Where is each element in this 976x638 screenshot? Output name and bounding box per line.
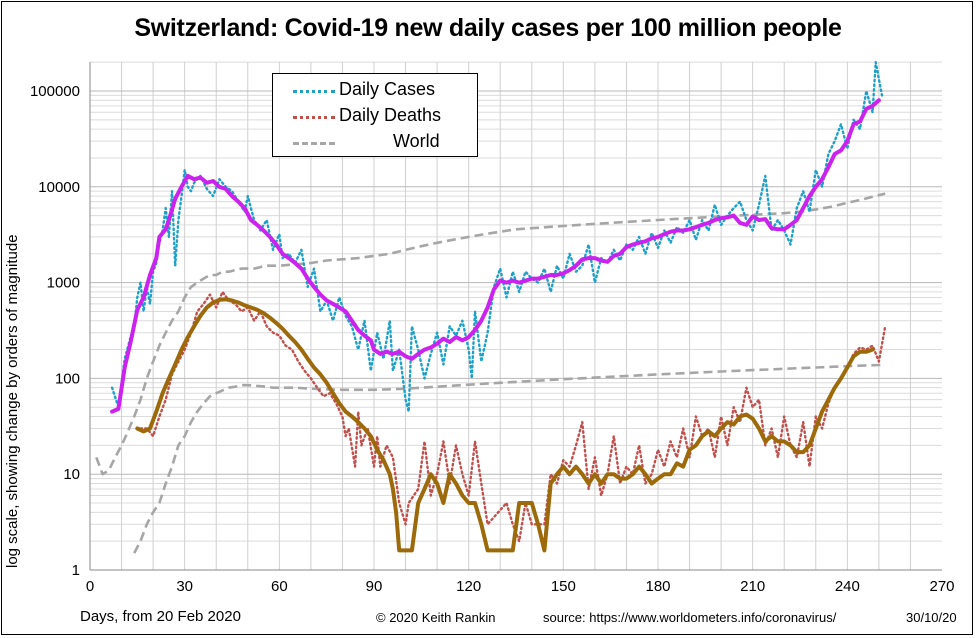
legend-swatch-world	[293, 142, 335, 145]
legend-swatch-daily-deaths	[293, 116, 335, 119]
legend-item-world: World	[273, 130, 479, 154]
x-tick-label: 270	[929, 578, 954, 595]
legend-swatch-daily-cases	[293, 90, 335, 93]
x-tick-label: 150	[551, 578, 576, 595]
x-tick-label: 210	[740, 578, 765, 595]
legend-item-daily-cases: Daily Cases	[273, 78, 479, 102]
y-axis-label: log scale, showing change by orders of m…	[4, 234, 21, 568]
x-tick-label: 90	[366, 578, 383, 595]
legend-label-daily-deaths: Daily Deaths	[339, 105, 442, 125]
series-world-deaths	[133, 363, 886, 554]
y-tick-label: 100000	[30, 83, 80, 100]
y-tick-label: 1000	[47, 275, 80, 292]
x-tick-label: 120	[456, 578, 481, 595]
x-tick-label: 240	[835, 578, 860, 595]
x-tick-label: 180	[645, 578, 670, 595]
x-axis-label: Days, from 20 Feb 2020	[80, 608, 241, 625]
chart-title: Switzerland: Covid-19 new daily cases pe…	[134, 14, 842, 42]
x-tick-label: 30	[176, 578, 193, 595]
series-world-cases	[95, 192, 886, 476]
series-daily-deaths-average	[135, 297, 875, 553]
date-text: 30/10/20	[906, 610, 957, 625]
source-text: source: https://www.worldometers.info/co…	[543, 610, 837, 625]
legend-label-world: World	[393, 131, 440, 151]
credit-text: © 2020 Keith Rankin	[376, 610, 496, 625]
legend: Daily Cases Daily Deaths World	[272, 73, 478, 157]
y-tick-label: 10	[63, 466, 80, 483]
series-daily-cases-average	[110, 98, 881, 414]
y-tick-label: 10000	[38, 179, 80, 196]
legend-label-daily-cases: Daily Cases	[339, 79, 436, 99]
x-tick-label: 60	[271, 578, 288, 595]
x-tick-label: 0	[86, 578, 94, 595]
legend-item-daily-deaths: Daily Deaths	[273, 104, 479, 128]
y-tick-label: 100	[55, 370, 80, 387]
series-daily-deaths	[139, 290, 887, 543]
series-daily-cases	[110, 61, 884, 413]
y-tick-label: 1	[72, 562, 80, 579]
